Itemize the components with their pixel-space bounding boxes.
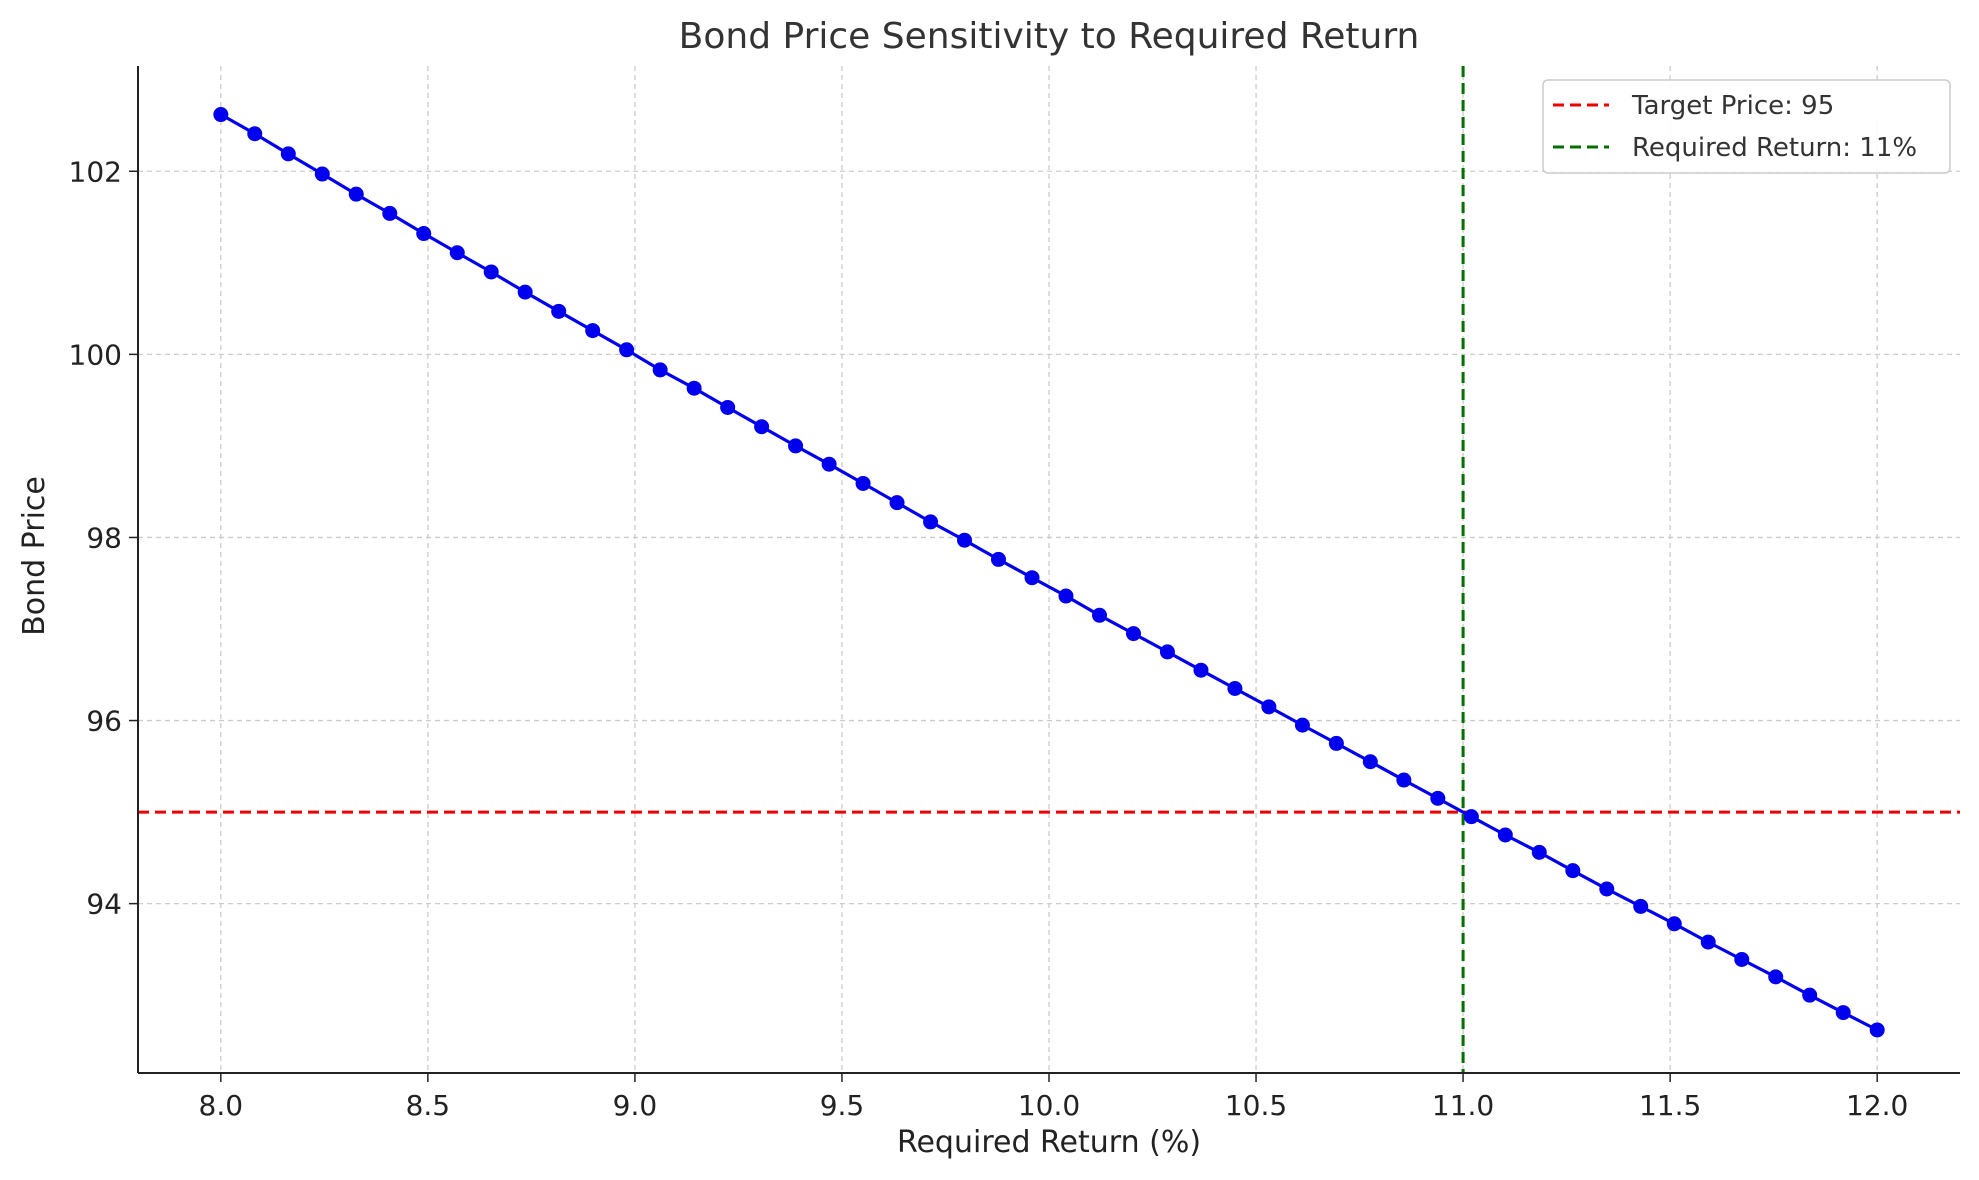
x-tick-label: 12.0: [1846, 1089, 1908, 1122]
data-point: [213, 107, 229, 123]
data-point: [280, 146, 296, 162]
data-point: [686, 380, 702, 396]
data-point: [1633, 898, 1649, 914]
data-point: [957, 532, 973, 548]
data-point: [1463, 809, 1479, 825]
data-point: [1430, 790, 1446, 806]
y-tick-label: 96: [86, 705, 122, 738]
data-point: [483, 264, 499, 280]
y-tick-label: 100: [69, 338, 122, 371]
data-point: [1700, 934, 1716, 950]
legend-box: [1542, 79, 1951, 174]
data-point: [1835, 1005, 1851, 1021]
data-point: [1531, 844, 1547, 860]
data-point: [1328, 735, 1344, 751]
data-point: [1869, 1022, 1885, 1038]
data-point: [1565, 863, 1581, 879]
data-point: [788, 438, 804, 454]
data-point: [1497, 827, 1513, 843]
x-tick-label: 8.0: [199, 1089, 244, 1122]
ticks: 8.0 8.5 9.0 9.5 10.0 10.5 11.0 11.5 12.0 94 96 98 10…: [69, 155, 1909, 1122]
data-point: [1396, 772, 1412, 788]
data-point: [1261, 699, 1277, 715]
data-point: [720, 399, 736, 415]
x-tick-label: 9.5: [820, 1089, 865, 1122]
data-point: [348, 186, 364, 202]
reference-lines: [138, 66, 1960, 1073]
series-layer: [213, 107, 1885, 1038]
chart-title: Bond Price Sensitivity to Required Retur…: [679, 16, 1420, 57]
data-point: [1362, 754, 1378, 770]
x-tick-label: 11.0: [1432, 1089, 1494, 1122]
data-point: [652, 362, 668, 378]
grid: [138, 66, 1960, 1073]
data-point: [416, 226, 432, 242]
data-point: [619, 342, 635, 358]
x-tick-label: 10.5: [1225, 1089, 1287, 1122]
data-point: [1734, 951, 1750, 967]
data-point: [889, 495, 905, 511]
data-point: [585, 323, 601, 339]
data-point: [1058, 588, 1074, 604]
legend: Target Price: 95 Required Return: 11%: [1542, 79, 1951, 174]
y-tick-label: 102: [69, 155, 122, 188]
data-point: [754, 419, 770, 435]
x-tick-label: 9.0: [613, 1089, 658, 1122]
data-point: [517, 284, 533, 300]
x-tick-label: 10.0: [1018, 1089, 1080, 1122]
data-point: [314, 166, 330, 182]
data-point: [1768, 969, 1784, 985]
data-point: [1802, 987, 1818, 1003]
data-point: [990, 551, 1006, 567]
y-tick-label: 98: [86, 521, 122, 554]
data-point: [382, 205, 398, 221]
x-axis-label: Required Return (%): [897, 1125, 1201, 1160]
x-tick-label: 11.5: [1639, 1089, 1701, 1122]
data-point: [821, 456, 837, 472]
data-point: [1227, 681, 1243, 697]
y-axis-label: Bond Price: [17, 476, 52, 636]
data-point: [449, 245, 465, 261]
x-tick-label: 8.5: [406, 1089, 451, 1122]
data-point: [923, 514, 939, 530]
data-point: [1092, 607, 1108, 623]
data-point: [1294, 717, 1310, 733]
data-point: [551, 303, 567, 319]
data-point: [247, 126, 263, 142]
data-point: [1159, 644, 1175, 660]
y-tick-label: 94: [86, 888, 122, 921]
legend-label: Required Return: 11%: [1632, 133, 1917, 163]
data-point: [1024, 570, 1040, 586]
data-point: [855, 475, 871, 491]
data-point: [1599, 881, 1615, 897]
data-point: [1193, 662, 1209, 678]
data-point: [1125, 626, 1141, 642]
data-point: [1666, 916, 1682, 932]
legend-label: Target Price: 95: [1631, 91, 1834, 121]
